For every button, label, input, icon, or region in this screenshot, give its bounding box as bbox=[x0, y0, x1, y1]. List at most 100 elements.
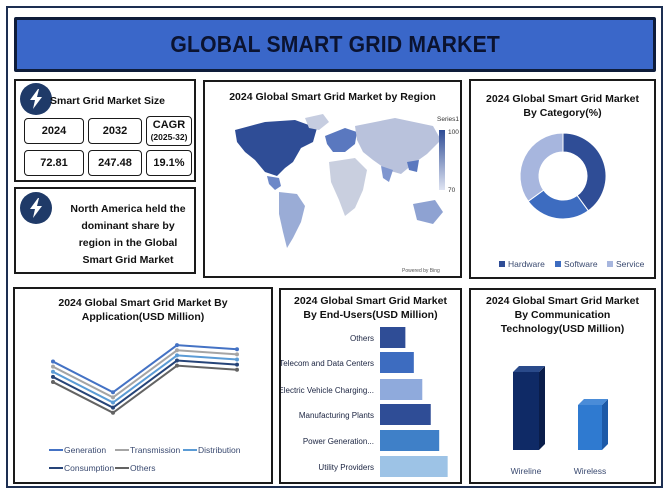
series-point bbox=[111, 400, 115, 405]
category-donut-chart: Hardware Software Service bbox=[499, 132, 645, 269]
end-user-label: Telecom and Data Centers bbox=[281, 359, 374, 368]
page-title: GLOBAL SMART GRID MARKET bbox=[170, 31, 500, 57]
map-legend-min: 70 bbox=[448, 187, 456, 194]
series-point bbox=[175, 348, 179, 353]
series-point bbox=[235, 362, 239, 367]
comm-bar-wireline bbox=[513, 372, 539, 450]
year-end-cell: 2032 bbox=[88, 118, 142, 144]
application-line-chart: Generation Transmission Distribution Consum… bbox=[49, 343, 241, 473]
series-point bbox=[111, 395, 115, 400]
series-line-consumption bbox=[52, 359, 238, 409]
series-point bbox=[175, 358, 179, 363]
cagr-label: CAGR bbox=[152, 119, 186, 131]
end-user-bar bbox=[380, 352, 414, 373]
cagr-label-cell: CAGR (2025-32) bbox=[146, 116, 192, 146]
series-point bbox=[235, 367, 239, 372]
legend-label-others: Others bbox=[130, 463, 156, 473]
series-line-transmission bbox=[52, 349, 238, 399]
asia-shape bbox=[355, 118, 441, 182]
market-size-heading: Smart Grid Market Size bbox=[50, 95, 165, 107]
legend-label-consumption: Consumption bbox=[64, 463, 114, 473]
map-legend-gradient bbox=[439, 130, 445, 190]
application-title: 2024 Global Smart Grid Market By Applica… bbox=[58, 297, 228, 323]
region-note-text: North America held the dominant share by… bbox=[70, 203, 186, 266]
end-user-bar bbox=[380, 327, 406, 348]
australia-shape bbox=[413, 200, 443, 224]
map-title: 2024 Global Smart Grid Market by Region bbox=[229, 91, 436, 103]
comm-bar-top bbox=[513, 366, 545, 372]
series-line-distribution bbox=[52, 354, 238, 404]
series-point bbox=[111, 390, 115, 395]
end-users-bar-chart: Others Telecom and Data Centers Electric V… bbox=[281, 327, 448, 477]
communication-panel: 2024 Global Smart Grid Market By Communi… bbox=[469, 288, 656, 484]
series-point bbox=[51, 380, 55, 385]
year-start: 2024 bbox=[41, 125, 67, 137]
comm-bar-side bbox=[539, 366, 545, 450]
series-point bbox=[51, 364, 55, 369]
legend-label-generation: Generation bbox=[64, 445, 106, 455]
comm-bar-side bbox=[602, 399, 608, 450]
south-america-shape bbox=[279, 192, 305, 248]
end-user-label: Power Generation... bbox=[303, 437, 374, 446]
series-point bbox=[111, 410, 115, 415]
donut-slice-service bbox=[519, 132, 564, 202]
dashboard-frame bbox=[6, 6, 663, 488]
end-users-panel: 2024 Global Smart Grid Market By End-Use… bbox=[279, 288, 462, 484]
world-map: Series1 100 70 Powered by Bing bbox=[235, 114, 459, 274]
series-point bbox=[235, 352, 239, 357]
cagr-period: (2025-32) bbox=[150, 132, 188, 142]
end-user-bar bbox=[380, 456, 448, 477]
value-end-cell: 247.48 bbox=[88, 150, 142, 176]
value-end: 247.48 bbox=[98, 157, 132, 169]
year-start-cell: 2024 bbox=[24, 118, 84, 144]
year-end: 2032 bbox=[102, 125, 128, 137]
comm-label-wireless: Wireless bbox=[574, 466, 607, 476]
communication-bar-chart: Wireline Wireless bbox=[511, 366, 608, 476]
donut-slice-hardware bbox=[562, 132, 607, 212]
category-title: 2024 Global Smart Grid Market By Categor… bbox=[486, 93, 639, 119]
cagr-value-cell: 19.1% bbox=[146, 150, 192, 176]
series-point bbox=[51, 374, 55, 379]
legend-label-hardware: Hardware bbox=[508, 259, 545, 269]
north-america-shape bbox=[235, 120, 317, 190]
map-legend-series: Series1 bbox=[437, 116, 459, 123]
application-panel: 2024 Global Smart Grid Market By Applica… bbox=[13, 287, 273, 484]
comm-label-wireline: Wireline bbox=[511, 466, 542, 476]
end-user-bar bbox=[380, 430, 440, 451]
title-banner: GLOBAL SMART GRID MARKET bbox=[14, 17, 656, 72]
end-user-label: Manufacturing Plants bbox=[299, 411, 374, 420]
end-user-label: Utility Providers bbox=[318, 463, 374, 472]
series-point bbox=[175, 343, 179, 348]
map-legend-max: 100 bbox=[448, 129, 459, 136]
lightning-icon bbox=[20, 83, 52, 115]
series-point bbox=[51, 359, 55, 364]
series-line-others bbox=[52, 364, 238, 414]
series-point bbox=[235, 357, 239, 362]
series-point bbox=[175, 363, 179, 368]
legend-label-software: Software bbox=[564, 259, 598, 269]
africa-shape bbox=[329, 158, 367, 216]
legend-swatch-software bbox=[555, 261, 561, 267]
category-panel: 2024 Global Smart Grid Market By Categor… bbox=[469, 79, 656, 279]
legend-label-service: Service bbox=[616, 259, 645, 269]
comm-bar-wireless bbox=[578, 405, 602, 450]
end-users-title: 2024 Global Smart Grid Market By End-Use… bbox=[294, 295, 447, 321]
greenland-shape bbox=[305, 114, 329, 130]
end-user-bar bbox=[380, 379, 423, 400]
legend-label-transmission: Transmission bbox=[130, 445, 180, 455]
series-point bbox=[235, 347, 239, 352]
legend-label-distribution: Distribution bbox=[198, 445, 241, 455]
map-credit: Powered by Bing bbox=[402, 268, 440, 274]
region-map-panel: 2024 Global Smart Grid Market by Region … bbox=[203, 80, 462, 278]
end-user-label: Others bbox=[350, 334, 374, 343]
series-point bbox=[51, 369, 55, 374]
communication-title: 2024 Global Smart Grid Market By Communi… bbox=[486, 295, 639, 335]
series-point bbox=[175, 353, 179, 358]
end-user-label: Electric Vehicle Charging... bbox=[281, 386, 374, 395]
europe-shape bbox=[325, 128, 357, 152]
series-point bbox=[111, 405, 115, 410]
legend-swatch-service bbox=[607, 261, 613, 267]
cagr-value: 19.1% bbox=[153, 157, 185, 169]
value-start: 72.81 bbox=[40, 157, 68, 169]
value-start-cell: 72.81 bbox=[24, 150, 84, 176]
